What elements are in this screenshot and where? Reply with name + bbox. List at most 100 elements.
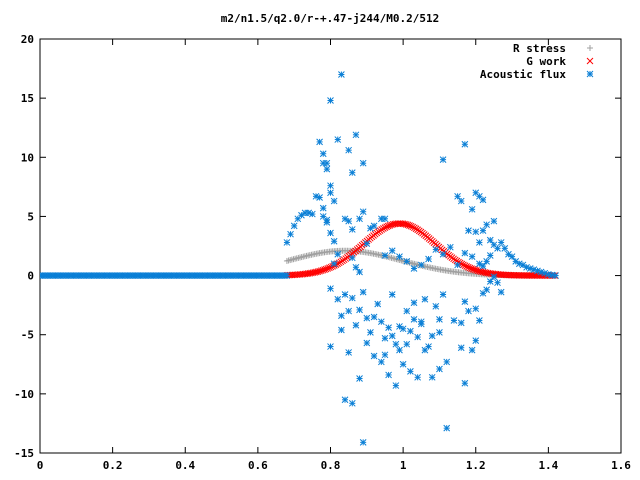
data-point <box>530 272 538 279</box>
data-point <box>490 273 498 281</box>
axis-tick-labels: 0 0.2 0.4 0.6 0.8 1 1.2 1.4 1.6 20 15 10 5 0 -5 -10 -15 <box>14 33 631 472</box>
chart-title: m2/n1.5/q2.0/r-+.47-j244/M0.2/512 <box>221 12 440 25</box>
x-tick-label: 0.8 <box>321 459 341 472</box>
x-tick-label: 0.4 <box>175 459 195 472</box>
data-point <box>457 197 465 205</box>
data-point <box>410 315 418 323</box>
data-point <box>450 317 458 324</box>
data-point <box>374 300 382 308</box>
data-point <box>356 306 363 314</box>
data-point <box>385 371 392 379</box>
data-point <box>476 260 483 268</box>
data-point <box>472 337 480 344</box>
data-point <box>327 285 334 292</box>
series-g-work <box>283 220 559 279</box>
data-point <box>359 159 367 167</box>
data-point <box>425 343 432 350</box>
data-point <box>403 340 411 348</box>
data-point <box>345 146 353 154</box>
data-point <box>334 136 342 143</box>
data-point <box>523 263 530 271</box>
x-tick-label: 0 <box>37 459 44 472</box>
data-point <box>463 263 471 270</box>
data-point <box>341 291 349 298</box>
y-tick-label: -5 <box>21 329 34 342</box>
data-point <box>381 215 389 223</box>
data-point <box>377 318 385 326</box>
data-point <box>525 272 533 279</box>
data-point <box>403 307 411 315</box>
data-point <box>388 332 396 340</box>
data-point <box>472 228 480 236</box>
data-point <box>483 221 490 229</box>
legend-marker <box>586 57 594 65</box>
data-point <box>348 254 356 262</box>
series-acoustic-flux <box>40 71 559 446</box>
data-point <box>479 196 487 204</box>
x-tick-label: 1.2 <box>466 459 486 472</box>
data-point <box>348 399 356 407</box>
data-point <box>428 332 436 340</box>
data-point <box>454 192 461 200</box>
data-point <box>461 249 469 257</box>
data-point <box>327 343 334 350</box>
data-point <box>330 260 338 268</box>
data-point <box>428 373 436 381</box>
data-point <box>363 314 371 322</box>
data-point <box>363 339 371 347</box>
data-point <box>290 222 298 230</box>
data-point <box>465 227 472 234</box>
data-point <box>319 150 327 158</box>
x-tick-label: 1 <box>400 459 407 472</box>
data-point <box>323 165 331 173</box>
data-point <box>388 247 396 255</box>
data-point <box>494 279 501 287</box>
legend-marker <box>586 70 594 78</box>
data-point <box>530 266 538 274</box>
data-point <box>439 291 447 298</box>
data-point <box>501 245 509 252</box>
data-point <box>396 253 403 260</box>
data-point <box>432 302 440 310</box>
series-layer <box>40 71 559 446</box>
data-point <box>392 382 400 389</box>
data-point <box>436 315 443 323</box>
data-point <box>356 215 363 223</box>
data-point <box>457 319 465 327</box>
y-tick-label: 5 <box>27 210 34 223</box>
data-point <box>527 272 534 279</box>
data-point <box>406 222 413 229</box>
data-point <box>443 358 451 366</box>
data-point <box>316 138 323 146</box>
data-point <box>407 327 414 335</box>
data-point <box>461 298 469 305</box>
data-point <box>352 131 360 139</box>
data-point <box>323 218 331 226</box>
legend-marker <box>587 45 593 51</box>
data-point <box>528 272 536 279</box>
data-point <box>512 258 520 265</box>
data-point <box>327 97 334 104</box>
data-point <box>308 210 316 218</box>
data-point <box>476 317 483 324</box>
data-point <box>330 237 338 245</box>
data-point <box>323 159 331 167</box>
data-point <box>385 324 392 331</box>
data-point <box>439 250 447 258</box>
data-point <box>359 439 367 446</box>
data-point <box>370 313 378 321</box>
x-tick-label: 1.4 <box>538 459 558 472</box>
data-point <box>490 241 498 249</box>
legend-label: Acoustic flux <box>480 68 566 81</box>
data-point <box>472 305 480 313</box>
data-point <box>476 192 483 200</box>
data-point <box>497 288 505 296</box>
data-point <box>352 263 360 271</box>
data-point <box>403 258 411 265</box>
data-point <box>388 291 396 298</box>
data-point <box>417 261 425 269</box>
y-tick-label: 20 <box>21 33 34 46</box>
data-point <box>465 307 472 315</box>
x-tick-label: 0.6 <box>248 459 268 472</box>
data-point <box>497 239 505 246</box>
